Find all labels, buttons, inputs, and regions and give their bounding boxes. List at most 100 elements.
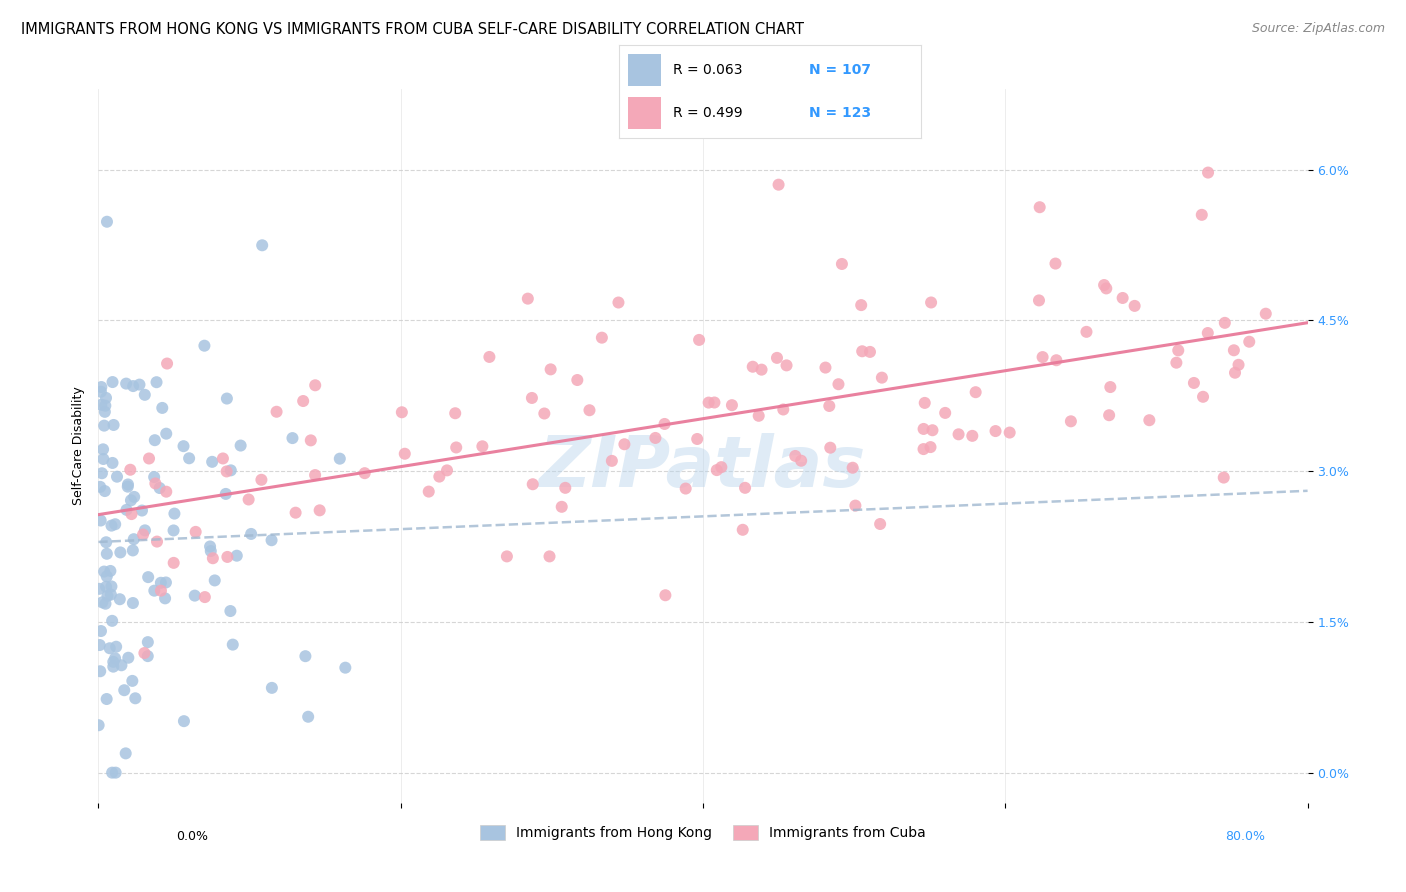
- Point: [1098, 408, 1121, 422]
- Point: [688, 333, 710, 347]
- Point: [567, 373, 589, 387]
- Point: [710, 460, 733, 475]
- Point: [391, 405, 413, 419]
- Point: [89, 480, 111, 494]
- Point: [1182, 376, 1205, 390]
- Point: [100, 564, 122, 578]
- Point: [103, 659, 125, 673]
- Point: [136, 635, 159, 649]
- Point: [155, 575, 177, 590]
- Point: [117, 477, 139, 491]
- Point: [121, 673, 143, 688]
- Point: [304, 468, 326, 483]
- Point: [103, 655, 125, 669]
- Point: [1223, 366, 1246, 380]
- Point: [100, 588, 122, 602]
- Point: [962, 429, 984, 443]
- Point: [600, 454, 623, 468]
- Point: [128, 377, 150, 392]
- Point: [914, 396, 936, 410]
- Point: [1239, 334, 1261, 349]
- Point: [94, 580, 117, 594]
- Point: [869, 516, 891, 531]
- Point: [184, 589, 207, 603]
- Point: [686, 432, 709, 446]
- Point: [427, 469, 450, 483]
- Point: [89, 638, 111, 652]
- Point: [201, 551, 224, 566]
- Point: [101, 765, 124, 780]
- Point: [538, 549, 561, 564]
- Point: [516, 292, 538, 306]
- Point: [496, 549, 519, 564]
- Point: [294, 649, 316, 664]
- Point: [134, 646, 156, 660]
- FancyBboxPatch shape: [627, 54, 661, 86]
- Point: [1167, 343, 1189, 358]
- Point: [131, 503, 153, 517]
- Point: [1213, 316, 1236, 330]
- Point: [93, 418, 115, 433]
- Point: [444, 441, 467, 455]
- Point: [120, 463, 142, 477]
- Point: [1137, 413, 1160, 427]
- Point: [1045, 256, 1067, 270]
- Point: [96, 215, 118, 229]
- Point: [91, 452, 114, 467]
- Point: [117, 480, 139, 494]
- Point: [90, 398, 112, 412]
- Point: [134, 388, 156, 402]
- Point: [94, 484, 117, 499]
- Point: [1192, 390, 1215, 404]
- Point: [94, 399, 117, 413]
- Point: [110, 545, 132, 559]
- Text: 80.0%: 80.0%: [1226, 830, 1265, 843]
- Point: [304, 378, 326, 392]
- Point: [934, 406, 956, 420]
- Point: [163, 556, 186, 570]
- Point: [215, 465, 238, 479]
- Point: [194, 590, 217, 604]
- Point: [122, 379, 145, 393]
- Point: [734, 481, 756, 495]
- Point: [613, 437, 636, 451]
- Point: [912, 422, 935, 436]
- Point: [478, 350, 501, 364]
- Point: [240, 527, 263, 541]
- Point: [201, 455, 224, 469]
- Point: [297, 710, 319, 724]
- Point: [260, 681, 283, 695]
- Point: [149, 575, 172, 590]
- Point: [122, 490, 145, 504]
- Point: [143, 433, 166, 447]
- Point: [1060, 414, 1083, 428]
- Point: [93, 565, 115, 579]
- Point: [766, 351, 789, 365]
- Point: [1095, 281, 1118, 295]
- Text: ZIPatlas: ZIPatlas: [540, 433, 866, 502]
- Point: [179, 451, 201, 466]
- Point: [1223, 343, 1246, 358]
- Point: [790, 454, 813, 468]
- Point: [471, 439, 494, 453]
- Point: [108, 592, 131, 607]
- Point: [920, 295, 942, 310]
- Point: [94, 391, 117, 405]
- Point: [217, 549, 239, 564]
- Point: [1254, 307, 1277, 321]
- Point: [90, 467, 112, 481]
- Point: [96, 692, 118, 706]
- Point: [870, 370, 893, 384]
- Text: 0.0%: 0.0%: [176, 830, 208, 843]
- Point: [222, 638, 245, 652]
- Point: [122, 532, 145, 546]
- Point: [90, 624, 112, 638]
- Point: [115, 376, 138, 391]
- Point: [143, 583, 166, 598]
- Text: Source: ZipAtlas.com: Source: ZipAtlas.com: [1251, 22, 1385, 36]
- Point: [193, 339, 215, 353]
- Point: [814, 360, 837, 375]
- Point: [184, 524, 207, 539]
- Point: [117, 650, 139, 665]
- Point: [104, 517, 127, 532]
